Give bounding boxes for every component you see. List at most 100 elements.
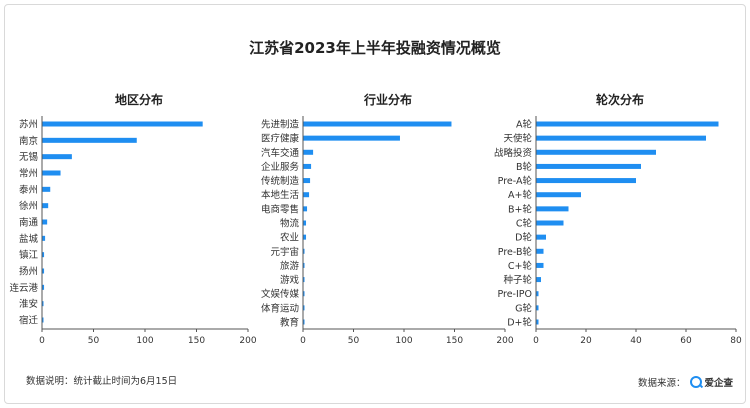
x-tick-label: 50: [348, 336, 360, 346]
bar: [536, 121, 719, 127]
category-label: 战略投资: [494, 147, 533, 159]
bar: [303, 319, 305, 325]
bar: [303, 277, 305, 283]
bar: [303, 163, 312, 169]
x-tick-label: 150: [446, 336, 463, 346]
bar: [42, 268, 45, 274]
category-label: D轮: [515, 232, 532, 244]
category-label: 教育: [280, 317, 299, 329]
category-label: 宿迁: [19, 315, 39, 327]
x-tick-label: 0: [533, 336, 539, 346]
panel-title: 轮次分布: [596, 92, 644, 107]
bar: [536, 262, 544, 268]
bar: [42, 186, 51, 192]
bar: [42, 203, 49, 209]
bar: [303, 135, 400, 141]
bar: [303, 192, 310, 198]
brand-name: 爱企查: [704, 378, 734, 389]
bar: [303, 262, 305, 268]
category-label: 连云港: [9, 282, 38, 294]
bar: [303, 206, 308, 212]
bar: [536, 220, 564, 226]
category-label: 物流: [280, 218, 300, 230]
bar: [42, 284, 45, 290]
footnote: 数据说明：统计截止时间为6月15日: [26, 376, 178, 387]
bar: [536, 277, 541, 283]
search-icon: [689, 376, 702, 388]
category-label: 游戏: [280, 274, 300, 286]
x-tick-label: 0: [300, 336, 306, 346]
x-tick-label: 60: [680, 336, 692, 346]
category-label: 镇江: [19, 249, 39, 261]
category-label: Pre-IPO: [497, 289, 532, 300]
category-label: 元宇宙: [270, 246, 299, 258]
category-label: Pre-A轮: [498, 175, 533, 187]
category-label: B+轮: [508, 203, 532, 215]
bar: [303, 220, 307, 226]
bar: [303, 248, 305, 254]
category-label: 体育运动: [261, 302, 299, 314]
category-label: 农业: [280, 232, 299, 244]
category-label: 天使轮: [503, 133, 532, 145]
bar: [536, 234, 546, 240]
category-label: C+轮: [508, 260, 533, 272]
bar: [536, 163, 641, 169]
category-label: 扬州: [19, 266, 38, 278]
category-label: 无锡: [19, 151, 38, 163]
bar: [42, 317, 44, 323]
bar: [536, 206, 569, 212]
bar: [42, 301, 44, 307]
category-label: 南京: [19, 135, 38, 147]
bar: [536, 135, 706, 141]
x-tick-label: 100: [395, 336, 412, 346]
category-label: 徐州: [19, 200, 38, 212]
bar: [42, 154, 72, 160]
category-label: B轮: [516, 161, 533, 173]
x-tick-label: 150: [188, 336, 205, 346]
category-label: 电商零售: [261, 203, 299, 215]
category-label: 医疗健康: [261, 133, 300, 145]
category-label: A轮: [516, 119, 532, 131]
category-label: A+轮: [508, 189, 532, 201]
x-tick-label: 20: [580, 336, 592, 346]
bar: [536, 319, 539, 325]
bar: [303, 149, 314, 155]
bar: [42, 219, 48, 225]
chart-title: 江苏省2023年上半年投融资情况概览: [249, 39, 501, 57]
category-label: 淮安: [19, 298, 38, 310]
bar: [536, 291, 539, 297]
x-tick-label: 0: [39, 336, 45, 346]
bar: [303, 305, 305, 311]
category-label: 传统制造: [261, 175, 300, 187]
bar: [42, 170, 61, 176]
bar: [303, 291, 305, 297]
brand-logo: 爱企查: [689, 375, 734, 389]
x-tick-label: 200: [239, 336, 256, 346]
x-tick-label: 100: [136, 336, 153, 346]
x-tick-label: 80: [730, 336, 742, 346]
bar: [303, 121, 452, 127]
category-label: 种子轮: [503, 274, 532, 286]
category-label: C轮: [516, 218, 533, 230]
data-source: 数据来源： 爱企查: [638, 375, 733, 389]
category-label: 南通: [19, 217, 39, 229]
bar: [303, 234, 307, 240]
category-label: 企业服务: [261, 161, 300, 173]
bar: [42, 121, 203, 127]
category-label: 本地生活: [261, 189, 300, 201]
bar: [536, 178, 636, 184]
x-tick-label: 50: [88, 336, 100, 346]
category-label: 盐城: [19, 233, 39, 245]
bar: [536, 192, 581, 198]
category-label: D+轮: [507, 317, 532, 329]
source-label: 数据来源：: [638, 378, 686, 389]
category-label: 泰州: [19, 184, 38, 196]
bar: [42, 137, 137, 143]
bar: [42, 252, 45, 258]
bar: [536, 305, 539, 311]
x-tick-label: 40: [630, 336, 642, 346]
category-label: 文娱传媒: [261, 288, 300, 300]
panel-title: 行业分布: [363, 92, 412, 107]
category-label: 苏州: [19, 119, 38, 131]
